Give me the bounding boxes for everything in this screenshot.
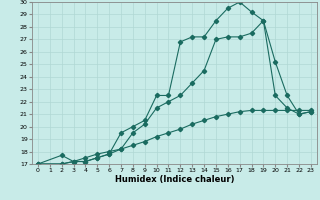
X-axis label: Humidex (Indice chaleur): Humidex (Indice chaleur) xyxy=(115,175,234,184)
